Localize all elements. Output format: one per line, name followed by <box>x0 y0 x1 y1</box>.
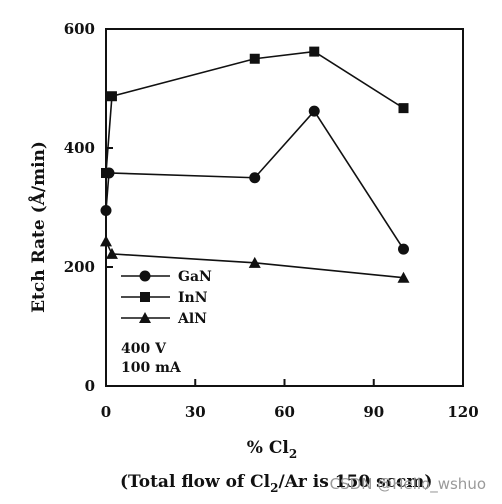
data-point-gan <box>249 172 261 184</box>
series-markers <box>100 46 410 283</box>
caption: (Total flow of Cl2/Ar is 150 sccm) <box>120 472 432 495</box>
legend-marker-gan <box>139 270 151 282</box>
legend: GaN InN AlN <box>121 269 212 327</box>
x-tick-label: 0 <box>101 403 111 421</box>
legend-label-gan: GaN <box>178 269 212 285</box>
y-axis-label: Etch Rate (Å/min) <box>27 141 49 313</box>
data-point-gan <box>398 243 409 255</box>
x-axis-label: % Cl2 <box>247 438 297 461</box>
data-point-aln <box>100 235 112 247</box>
data-point-inn <box>249 53 260 64</box>
data-point-inn <box>398 103 409 114</box>
legend-marker-inn <box>140 292 150 302</box>
axis-ticks: 0 30 60 90 120 0 200 400 600 <box>64 20 479 421</box>
data-point-aln <box>397 271 410 283</box>
legend-label-aln: AlN <box>177 311 207 327</box>
y-tick-label: 600 <box>64 20 95 38</box>
y-tick-label: 200 <box>64 258 95 276</box>
data-point-gan <box>308 105 320 117</box>
x-tick-label: 120 <box>447 403 478 421</box>
series-line-inn <box>105 50 404 174</box>
series-lines <box>105 50 405 279</box>
x-tick-label: 30 <box>185 403 206 421</box>
svg-text:% Cl2: % Cl2 <box>247 438 297 461</box>
data-point-inn <box>309 46 320 57</box>
y-tick-label: 0 <box>85 377 95 395</box>
condition-label: 400 V <box>121 341 167 357</box>
plot-frame <box>105 28 464 387</box>
data-point-gan <box>100 204 112 216</box>
data-point-aln <box>105 247 118 259</box>
x-tick-label: 60 <box>274 403 295 421</box>
series-line-aln <box>105 241 404 279</box>
legend-marker-aln <box>139 312 151 323</box>
x-tick-label: 90 <box>363 403 384 421</box>
conditions-note: 400 V 100 mA <box>121 341 182 376</box>
y-tick-label: 400 <box>64 139 95 157</box>
svg-text:(Total flow of Cl2/Ar is 150 s: (Total flow of Cl2/Ar is 150 sccm) <box>120 472 432 495</box>
legend-label-inn: InN <box>178 290 208 306</box>
data-point-inn <box>106 91 117 102</box>
watermark: CSDN @Hello_wshuo <box>330 475 486 494</box>
condition-label: 100 mA <box>121 360 182 376</box>
data-point-aln <box>248 256 261 268</box>
data-point-inn <box>101 167 111 178</box>
